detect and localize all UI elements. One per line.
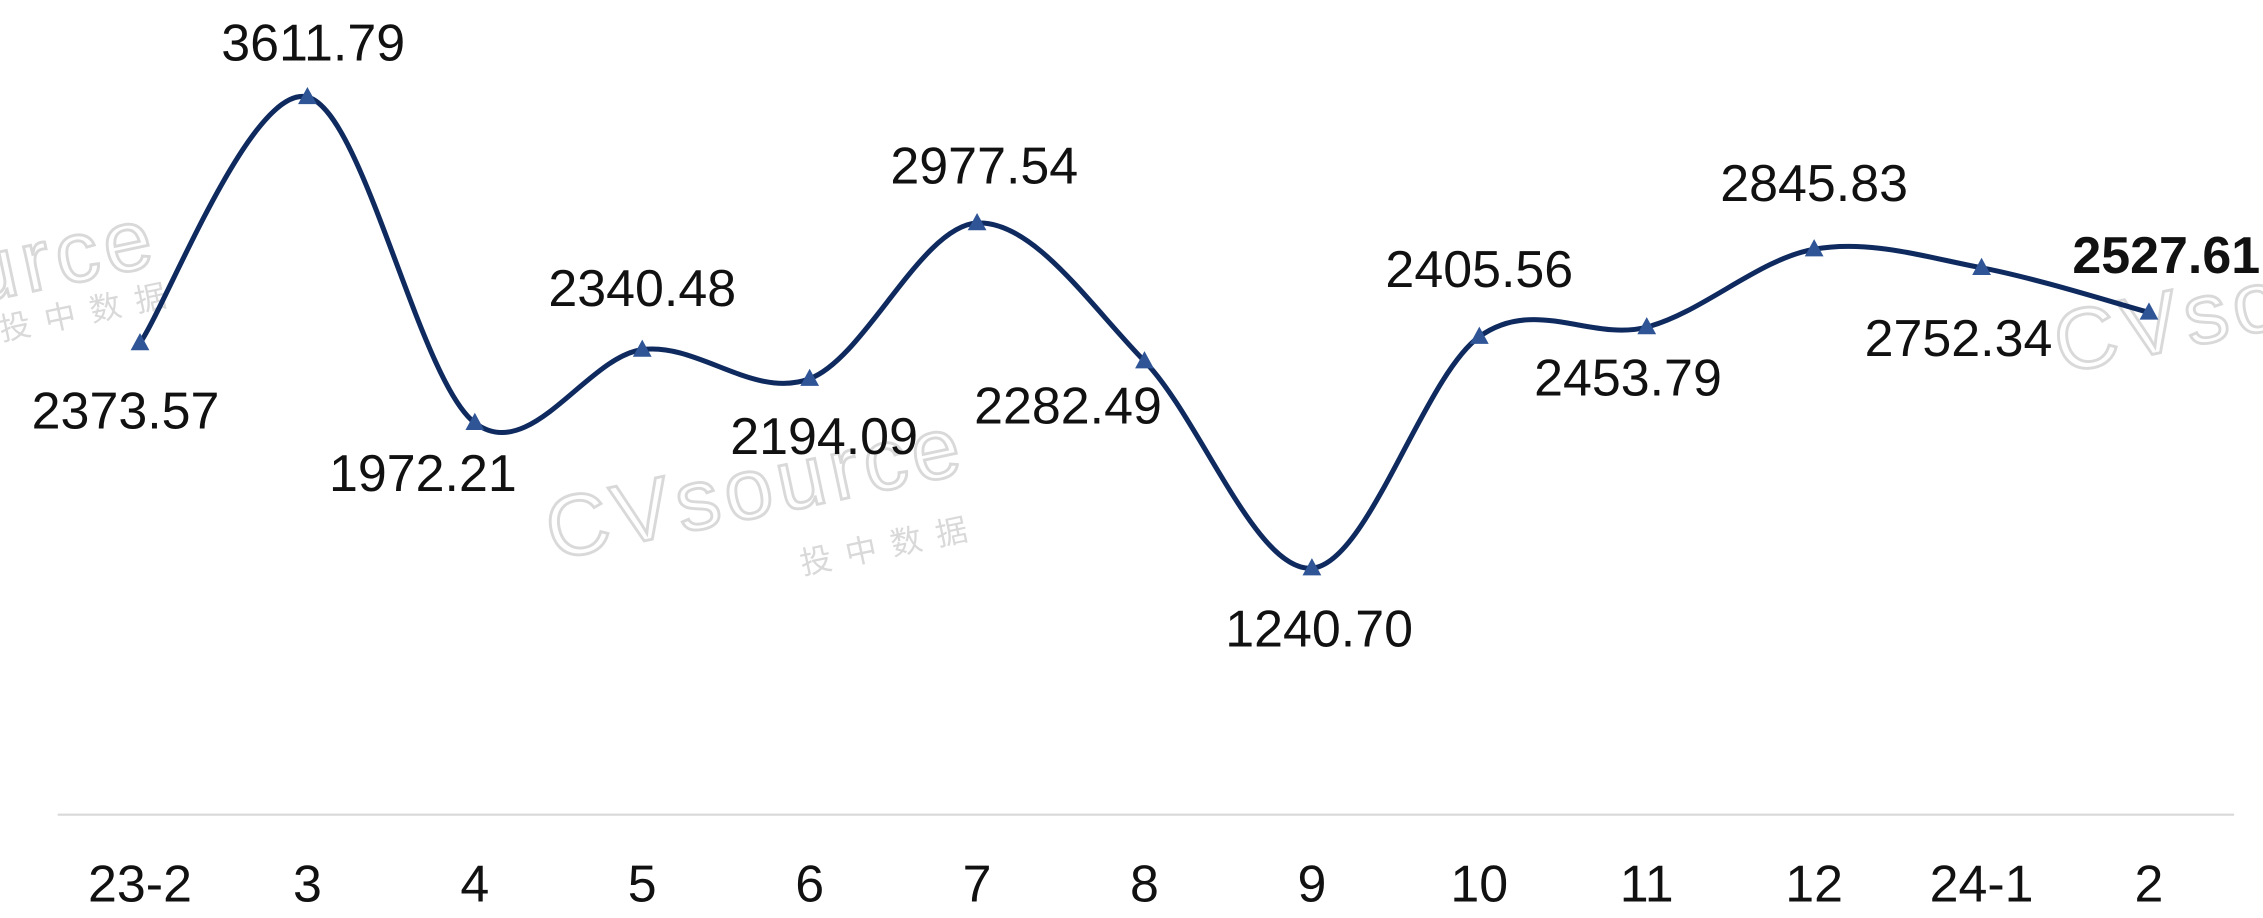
x-tick-label: 3 (293, 855, 322, 913)
data-label: 1972.21 (329, 444, 517, 502)
x-tick-label: 23-2 (88, 855, 192, 913)
data-label: 2194.09 (730, 407, 918, 465)
marker (1804, 239, 1824, 257)
x-tick-label: 7 (963, 855, 992, 913)
marker (1469, 326, 1489, 344)
x-tick-label: 6 (795, 855, 824, 913)
x-tick-label: 8 (1130, 855, 1159, 913)
data-label: 2405.56 (1385, 240, 1573, 298)
x-tick-label: 10 (1450, 855, 1508, 913)
marker (465, 412, 485, 430)
data-label: 2453.79 (1534, 348, 1722, 406)
x-tick-label: 12 (1785, 855, 1843, 913)
data-label: 2373.57 (32, 382, 220, 440)
data-label: 2340.48 (548, 259, 736, 317)
x-tick-label: 11 (1620, 855, 1674, 913)
series-line (137, 94, 2150, 571)
data-label: 2282.49 (974, 377, 1162, 435)
marker (632, 339, 652, 357)
x-tick-label: 5 (628, 855, 657, 913)
marker (130, 333, 150, 351)
x-tick-label: 2 (2135, 855, 2164, 913)
marker (800, 368, 820, 386)
data-label: 2977.54 (890, 137, 1078, 195)
data-label: 2527.61 (2072, 226, 2260, 284)
x-tick-label: 4 (460, 855, 489, 913)
marker (1637, 317, 1657, 335)
marker (1302, 558, 1322, 576)
marker (1135, 351, 1154, 369)
marker (1972, 257, 1991, 275)
marker (967, 213, 987, 231)
marker (298, 86, 317, 105)
x-tick-label: 9 (1297, 855, 1326, 913)
marker (2139, 302, 2159, 320)
data-label: 2845.83 (1720, 154, 1908, 212)
x-tick-label: 24-1 (1930, 855, 2034, 913)
data-label: 1240.70 (1225, 600, 1413, 658)
data-label: 3611.79 (221, 14, 405, 72)
data-label: 2752.34 (1865, 309, 2053, 367)
